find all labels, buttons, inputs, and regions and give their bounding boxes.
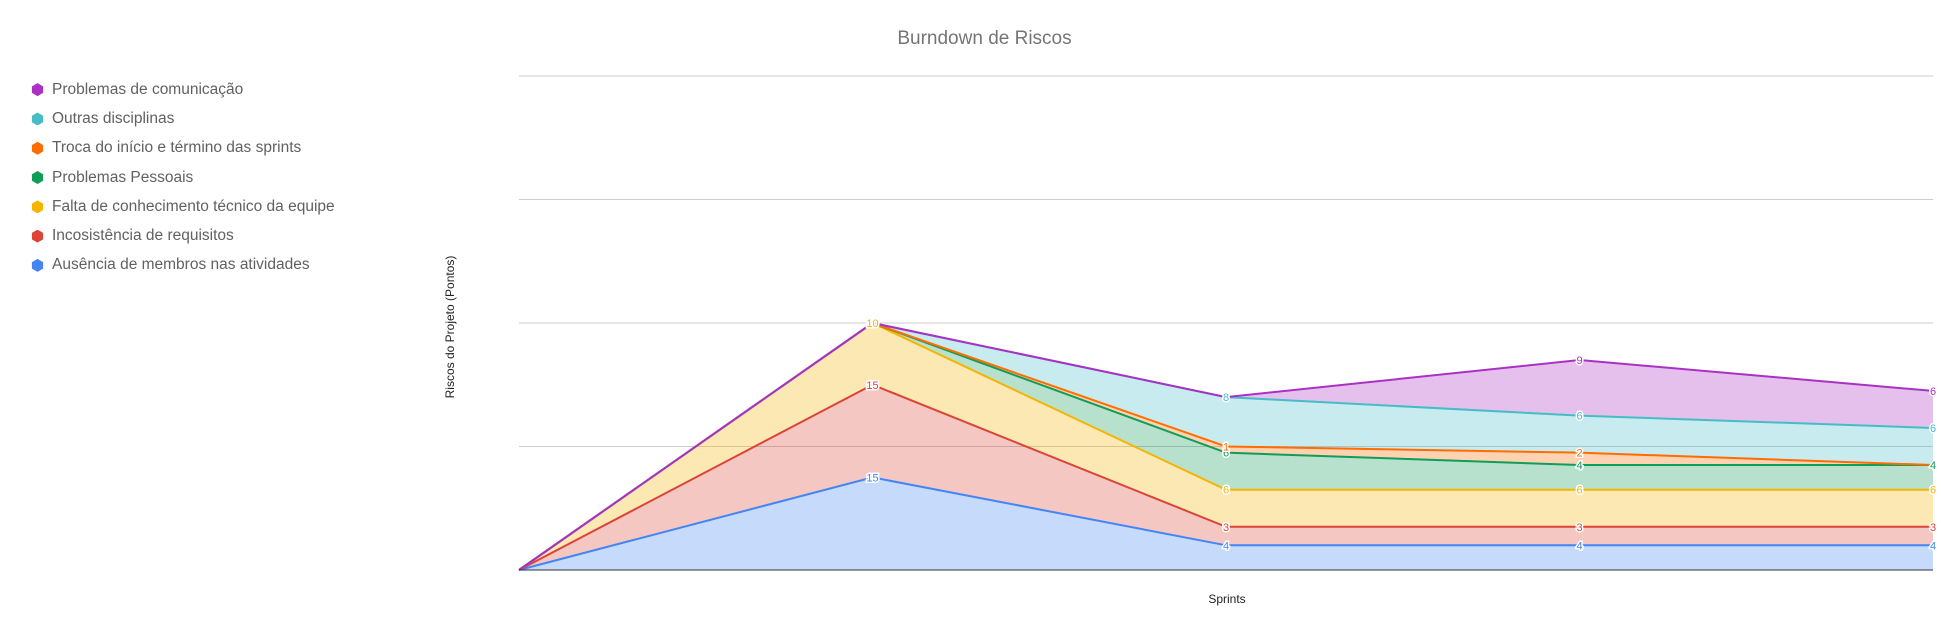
data-label: 15 xyxy=(866,472,878,484)
data-label: 3 xyxy=(1576,522,1582,534)
series-area xyxy=(519,323,1933,570)
data-label: 6 xyxy=(1223,485,1229,497)
data-label: 4 xyxy=(1930,540,1936,552)
legend-label: Problemas Pessoais xyxy=(52,168,194,186)
data-label: 2 xyxy=(1576,448,1582,460)
series-area xyxy=(519,477,1933,570)
data-label: 9 xyxy=(1576,355,1582,367)
y-axis-label: Riscos do Projeto (Pontos) xyxy=(443,256,457,399)
data-label: 6 xyxy=(1930,386,1936,398)
legend-item: Incosistência de requisitos xyxy=(31,221,335,250)
legend: Problemas de comunicação Outras disciplin… xyxy=(31,75,335,280)
legend-item: Troca do início e término das sprints xyxy=(31,134,335,163)
data-label: 4 xyxy=(1223,540,1229,552)
legend-item: Ausência de membros nas atividades xyxy=(31,251,335,280)
data-label: 4 xyxy=(1576,540,1582,552)
x-axis-label: Sprints xyxy=(1208,592,1245,606)
data-label: 8 xyxy=(1223,392,1229,404)
data-label: 6 xyxy=(1576,411,1582,423)
data-label: 15 xyxy=(866,380,878,392)
data-label: 4 xyxy=(1576,460,1582,472)
data-label: 10 xyxy=(866,318,878,330)
legend-item: Falta de conhecimento técnico da equipe xyxy=(31,192,335,221)
series-line xyxy=(518,383,1933,571)
data-label: 6 xyxy=(1930,485,1936,497)
legend-label: Ausência de membros nas atividades xyxy=(52,256,310,274)
legend-marker xyxy=(31,171,44,185)
series-area xyxy=(519,384,1933,570)
legend-marker xyxy=(31,258,44,272)
legend-label: Outras disciplinas xyxy=(52,109,175,127)
legend-item: Problemas de comunicação xyxy=(31,75,335,104)
data-label: 6 xyxy=(1576,485,1582,497)
data-label: 3 xyxy=(1223,522,1229,534)
legend-marker xyxy=(31,141,44,155)
legend-label: Problemas de comunicação xyxy=(52,80,244,98)
data-label: 3 xyxy=(1930,522,1936,534)
data-label: 6 xyxy=(1223,448,1229,460)
legend-marker xyxy=(31,83,44,97)
legend-label: Incosistência de requisitos xyxy=(52,227,234,245)
data-label: 4 xyxy=(1930,460,1936,472)
legend-item: Outras disciplinas xyxy=(31,104,335,133)
chart-title: Burndown de Riscos xyxy=(897,28,1072,49)
legend-label: Falta de conhecimento técnico da equipe xyxy=(52,197,335,215)
legend-item: Problemas Pessoais xyxy=(31,163,335,192)
series-line xyxy=(518,321,1934,571)
series-line xyxy=(518,476,1933,571)
data-label: 1 xyxy=(1223,442,1229,454)
data-label: 6 xyxy=(1930,423,1936,435)
legend-marker xyxy=(31,112,44,126)
legend-label: Troca do início e término das sprints xyxy=(52,139,302,157)
legend-marker xyxy=(31,200,44,214)
legend-marker xyxy=(31,229,44,243)
